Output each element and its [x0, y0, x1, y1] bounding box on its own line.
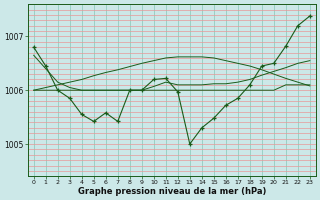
X-axis label: Graphe pression niveau de la mer (hPa): Graphe pression niveau de la mer (hPa): [77, 187, 266, 196]
